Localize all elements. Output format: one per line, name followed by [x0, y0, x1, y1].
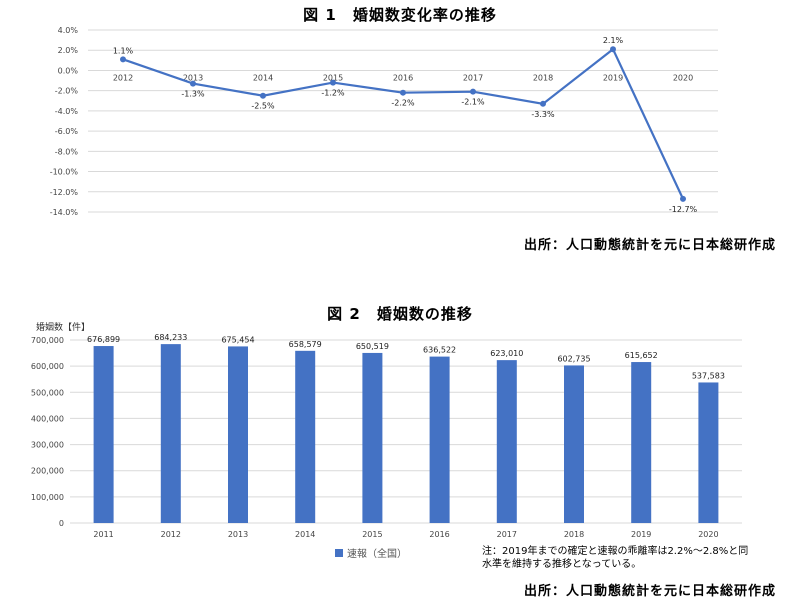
bar [362, 352, 383, 523]
bar [93, 346, 114, 523]
bar-value-label: 658,579 [289, 340, 322, 349]
x-tick-label: 2017 [463, 73, 483, 82]
legend-label: 速報（全国） [347, 549, 407, 560]
y-tick-label: -8.0% [55, 147, 79, 156]
bar-value-label: 602,735 [557, 354, 590, 363]
data-point [470, 88, 476, 95]
data-label: 1.1% [113, 46, 134, 55]
x-tick-label: 2013 [183, 73, 203, 82]
bar [228, 346, 248, 523]
data-label: -2.5% [251, 102, 275, 111]
bar-value-label: 636,522 [423, 346, 456, 355]
y-tick-label: 600,000 [31, 362, 64, 371]
data-point [400, 89, 406, 96]
x-tick-label: 2012 [113, 73, 133, 82]
y-tick-label: 500,000 [31, 388, 64, 397]
y-tick-label: -2.0% [55, 87, 79, 96]
x-tick-label: 2016 [393, 73, 413, 82]
data-point [330, 79, 336, 86]
bar-value-label: 623,010 [490, 349, 523, 358]
y-tick-label: -12.0% [50, 188, 79, 197]
bar [295, 350, 316, 523]
data-label: -2.1% [461, 98, 485, 107]
data-point [540, 100, 546, 107]
chart2-source: 出所：人口動態統計を元に日本総研作成 [523, 584, 776, 599]
data-label: -3.3% [531, 110, 555, 119]
y-tick-label: 2.0% [58, 46, 79, 55]
chart2-legend: 速報（全国） [335, 545, 407, 560]
x-tick-label: 2011 [93, 530, 113, 539]
bar-value-label: 615,652 [625, 351, 658, 360]
data-label: -12.7% [669, 205, 698, 214]
x-tick-label: 2015 [323, 73, 343, 82]
data-point [680, 195, 686, 202]
data-point [610, 46, 616, 53]
y-tick-label: 100,000 [31, 493, 64, 502]
y-tick-label: -6.0% [55, 127, 79, 136]
bar [160, 344, 181, 523]
x-tick-label: 2014 [253, 73, 273, 82]
data-point [190, 80, 196, 87]
x-tick-label: 2019 [631, 530, 651, 539]
y-tick-label: 200,000 [31, 467, 64, 476]
bar [429, 356, 450, 523]
bar-value-label: 537,583 [692, 371, 725, 380]
y-tick-label: 0 [59, 519, 64, 528]
bar [631, 362, 652, 523]
series-line [122, 47, 684, 200]
data-point [120, 56, 126, 63]
y-tick-label: 0.0% [58, 66, 79, 75]
chart1-source: 出所：人口動態統計を元に日本総研作成 [523, 238, 776, 253]
bar-value-label: 675,454 [221, 335, 254, 344]
legend-swatch [335, 548, 343, 557]
x-tick-label: 2019 [603, 73, 623, 82]
bar-value-label: 650,519 [356, 342, 389, 351]
bar [698, 382, 719, 523]
y-tick-label: -10.0% [50, 168, 79, 177]
data-point [260, 92, 266, 99]
bar-chart: 婚姻数【件】 700,000 600,000 500,000 400,000 300,00… [31, 321, 742, 539]
y-tick-label: 700,000 [31, 336, 64, 345]
x-tick-label: 2012 [161, 530, 181, 539]
y-axis-label: 婚姻数【件】 [36, 321, 90, 333]
x-tick-label: 2014 [295, 530, 315, 539]
y-tick-label: 4.0% [58, 26, 79, 35]
y-tick-label: 400,000 [31, 414, 64, 423]
x-tick-label: 2020 [673, 73, 693, 82]
bar-value-label: 676,899 [87, 335, 120, 344]
bar [496, 360, 517, 523]
line-chart: 4.0% 2.0% 0.0% -2.0% -4.0% -6.0% -8.0% -10.0% -1… [50, 26, 718, 217]
data-label: -2.2% [391, 99, 415, 108]
x-tick-label: 2016 [429, 530, 449, 539]
x-tick-label: 2017 [497, 530, 517, 539]
chart1-title: 図 1 婚姻数変化率の推移 [303, 6, 497, 24]
x-tick-label: 2018 [564, 530, 584, 539]
bar-value-label: 684,233 [154, 333, 187, 342]
chart2-title: 図 2 婚姻数の推移 [327, 305, 473, 323]
data-label: 2.1% [603, 36, 624, 45]
x-tick-label: 2020 [698, 530, 718, 539]
y-tick-label: -14.0% [50, 208, 79, 217]
x-tick-label: 2018 [533, 73, 553, 82]
y-tick-label: 300,000 [31, 441, 64, 450]
data-label: -1.2% [321, 89, 345, 98]
chart2-note: 注：2019年までの確定と速報の乖離率は2.2%～2.8%と同水準を維持する推移… [482, 546, 749, 570]
bar [564, 365, 584, 523]
data-label: -1.3% [181, 90, 205, 99]
x-tick-label: 2015 [362, 530, 382, 539]
y-tick-label: -4.0% [55, 107, 79, 116]
x-tick-label: 2013 [228, 530, 248, 539]
